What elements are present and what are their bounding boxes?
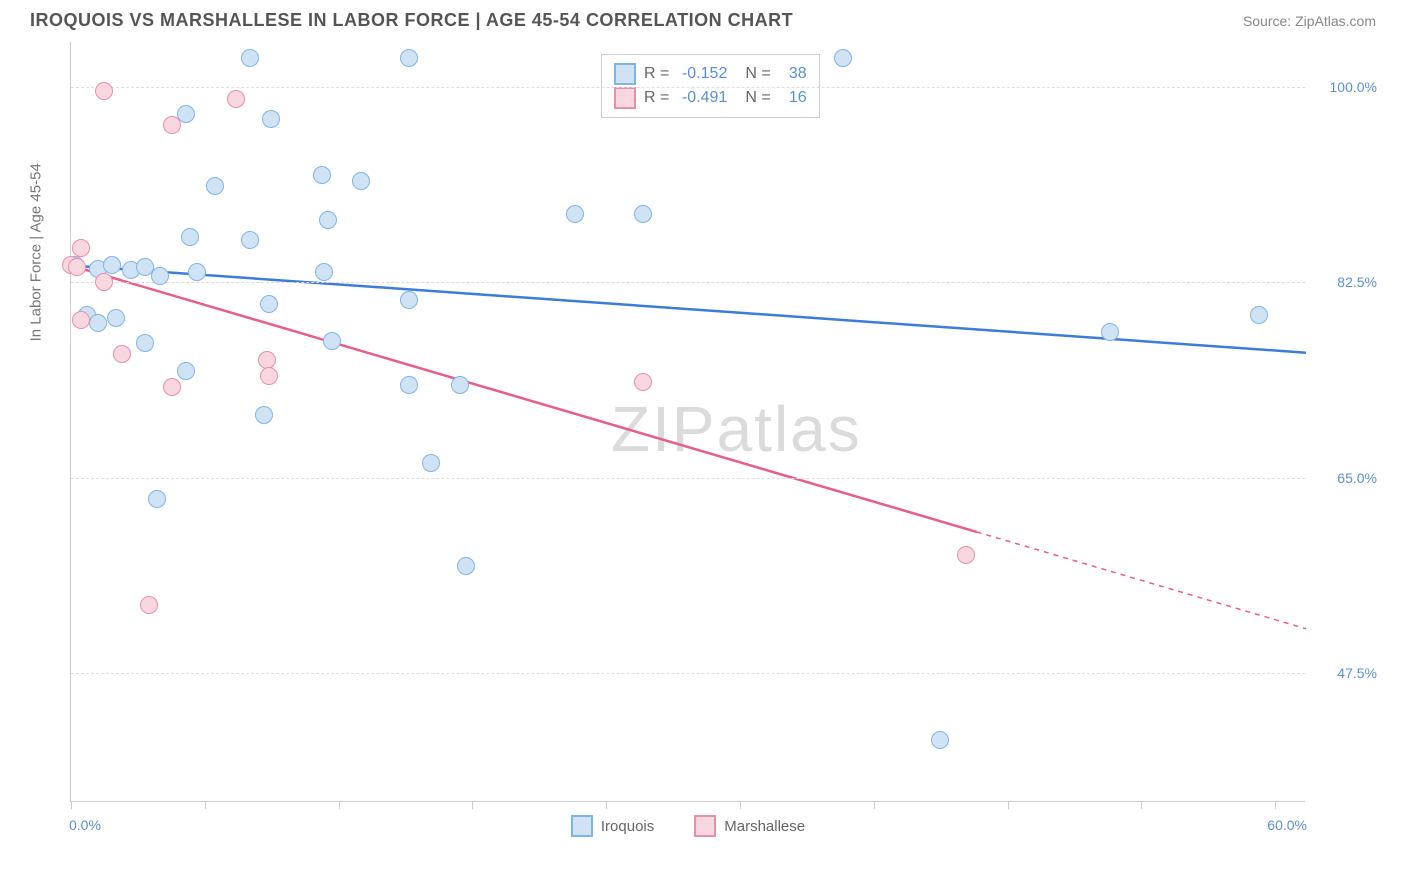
data-point-marshallese <box>163 378 181 396</box>
stat-n-label: N = <box>745 65 770 83</box>
data-point-iroquois <box>400 376 418 394</box>
data-point-marshallese <box>113 345 131 363</box>
data-point-marshallese <box>72 239 90 257</box>
data-point-iroquois <box>260 295 278 313</box>
gridline <box>71 87 1305 88</box>
data-point-iroquois <box>313 166 331 184</box>
data-point-marshallese <box>95 82 113 100</box>
data-point-iroquois <box>103 256 121 274</box>
gridline <box>71 673 1305 674</box>
series-legend: 0.0% Iroquois Marshallese 60.0% <box>71 815 1305 837</box>
source-attribution: Source: ZipAtlas.com <box>1243 13 1376 29</box>
data-point-iroquois <box>148 490 166 508</box>
data-point-iroquois <box>400 291 418 309</box>
correlation-chart: In Labor Force | Age 45-54 ZIPatlas R = … <box>30 42 1380 862</box>
legend-swatch-iroquois <box>571 815 593 837</box>
legend-item-marshallese: Marshallese <box>694 815 805 837</box>
y-tick-label: 65.0% <box>1317 470 1377 486</box>
data-point-iroquois <box>352 172 370 190</box>
data-point-marshallese <box>68 258 86 276</box>
gridline <box>71 478 1305 479</box>
data-point-iroquois <box>319 211 337 229</box>
data-point-iroquois <box>136 334 154 352</box>
legend-label-marshallese: Marshallese <box>724 818 805 835</box>
data-point-iroquois <box>255 406 273 424</box>
data-point-iroquois <box>177 362 195 380</box>
data-point-iroquois <box>566 205 584 223</box>
data-point-marshallese <box>227 90 245 108</box>
data-point-iroquois <box>188 263 206 281</box>
data-point-iroquois <box>181 228 199 246</box>
stats-swatch <box>614 63 636 85</box>
data-point-iroquois <box>931 731 949 749</box>
data-point-iroquois <box>151 267 169 285</box>
data-point-marshallese <box>260 367 278 385</box>
stat-r-label: R = <box>644 65 669 83</box>
x-max-label: 60.0% <box>1267 817 1307 833</box>
stat-r-label: R = <box>644 89 669 107</box>
x-tick <box>1008 801 1009 809</box>
legend-swatch-marshallese <box>694 815 716 837</box>
data-point-marshallese <box>140 596 158 614</box>
data-point-iroquois <box>315 263 333 281</box>
data-point-iroquois <box>400 49 418 67</box>
stat-n-label: N = <box>745 89 770 107</box>
watermark: ZIPatlas <box>611 392 862 466</box>
data-point-marshallese <box>258 351 276 369</box>
data-point-iroquois <box>1250 306 1268 324</box>
x-tick <box>71 801 72 809</box>
gridline <box>71 282 1305 283</box>
legend-item-iroquois: Iroquois <box>571 815 654 837</box>
data-point-iroquois <box>634 205 652 223</box>
data-point-iroquois <box>422 454 440 472</box>
legend-label-iroquois: Iroquois <box>601 818 654 835</box>
x-min-label: 0.0% <box>69 817 101 833</box>
x-tick <box>874 801 875 809</box>
stat-n-value: 38 <box>779 65 807 83</box>
x-tick <box>606 801 607 809</box>
stat-r-value: -0.152 <box>677 65 727 83</box>
x-tick <box>1275 801 1276 809</box>
data-point-marshallese <box>163 116 181 134</box>
x-tick <box>1141 801 1142 809</box>
data-point-marshallese <box>634 373 652 391</box>
x-tick <box>205 801 206 809</box>
data-point-marshallese <box>95 273 113 291</box>
data-point-iroquois <box>457 557 475 575</box>
data-point-iroquois <box>89 314 107 332</box>
data-point-iroquois <box>451 376 469 394</box>
data-point-iroquois <box>1101 323 1119 341</box>
x-tick <box>339 801 340 809</box>
data-point-iroquois <box>834 49 852 67</box>
data-point-iroquois <box>206 177 224 195</box>
y-axis-label: In Labor Force | Age 45-54 <box>28 163 45 341</box>
stat-r-value: -0.491 <box>677 89 727 107</box>
x-tick <box>472 801 473 809</box>
stats-row-iroquois: R = -0.152 N = 38 <box>614 63 807 85</box>
y-tick-label: 82.5% <box>1317 274 1377 290</box>
data-point-iroquois <box>241 49 259 67</box>
data-point-iroquois <box>262 110 280 128</box>
data-point-marshallese <box>957 546 975 564</box>
stats-row-marshallese: R = -0.491 N = 16 <box>614 87 807 109</box>
x-tick <box>740 801 741 809</box>
data-point-iroquois <box>107 309 125 327</box>
data-point-iroquois <box>323 332 341 350</box>
plot-area: ZIPatlas R = -0.152 N = 38 R = -0.491 N = 1… <box>70 42 1305 802</box>
data-point-marshallese <box>72 311 90 329</box>
y-tick-label: 47.5% <box>1317 665 1377 681</box>
stat-n-value: 16 <box>779 89 807 107</box>
stats-swatch <box>614 87 636 109</box>
y-tick-label: 100.0% <box>1317 79 1377 95</box>
data-point-iroquois <box>241 231 259 249</box>
chart-title: IROQUOIS VS MARSHALLESE IN LABOR FORCE |… <box>30 10 793 31</box>
